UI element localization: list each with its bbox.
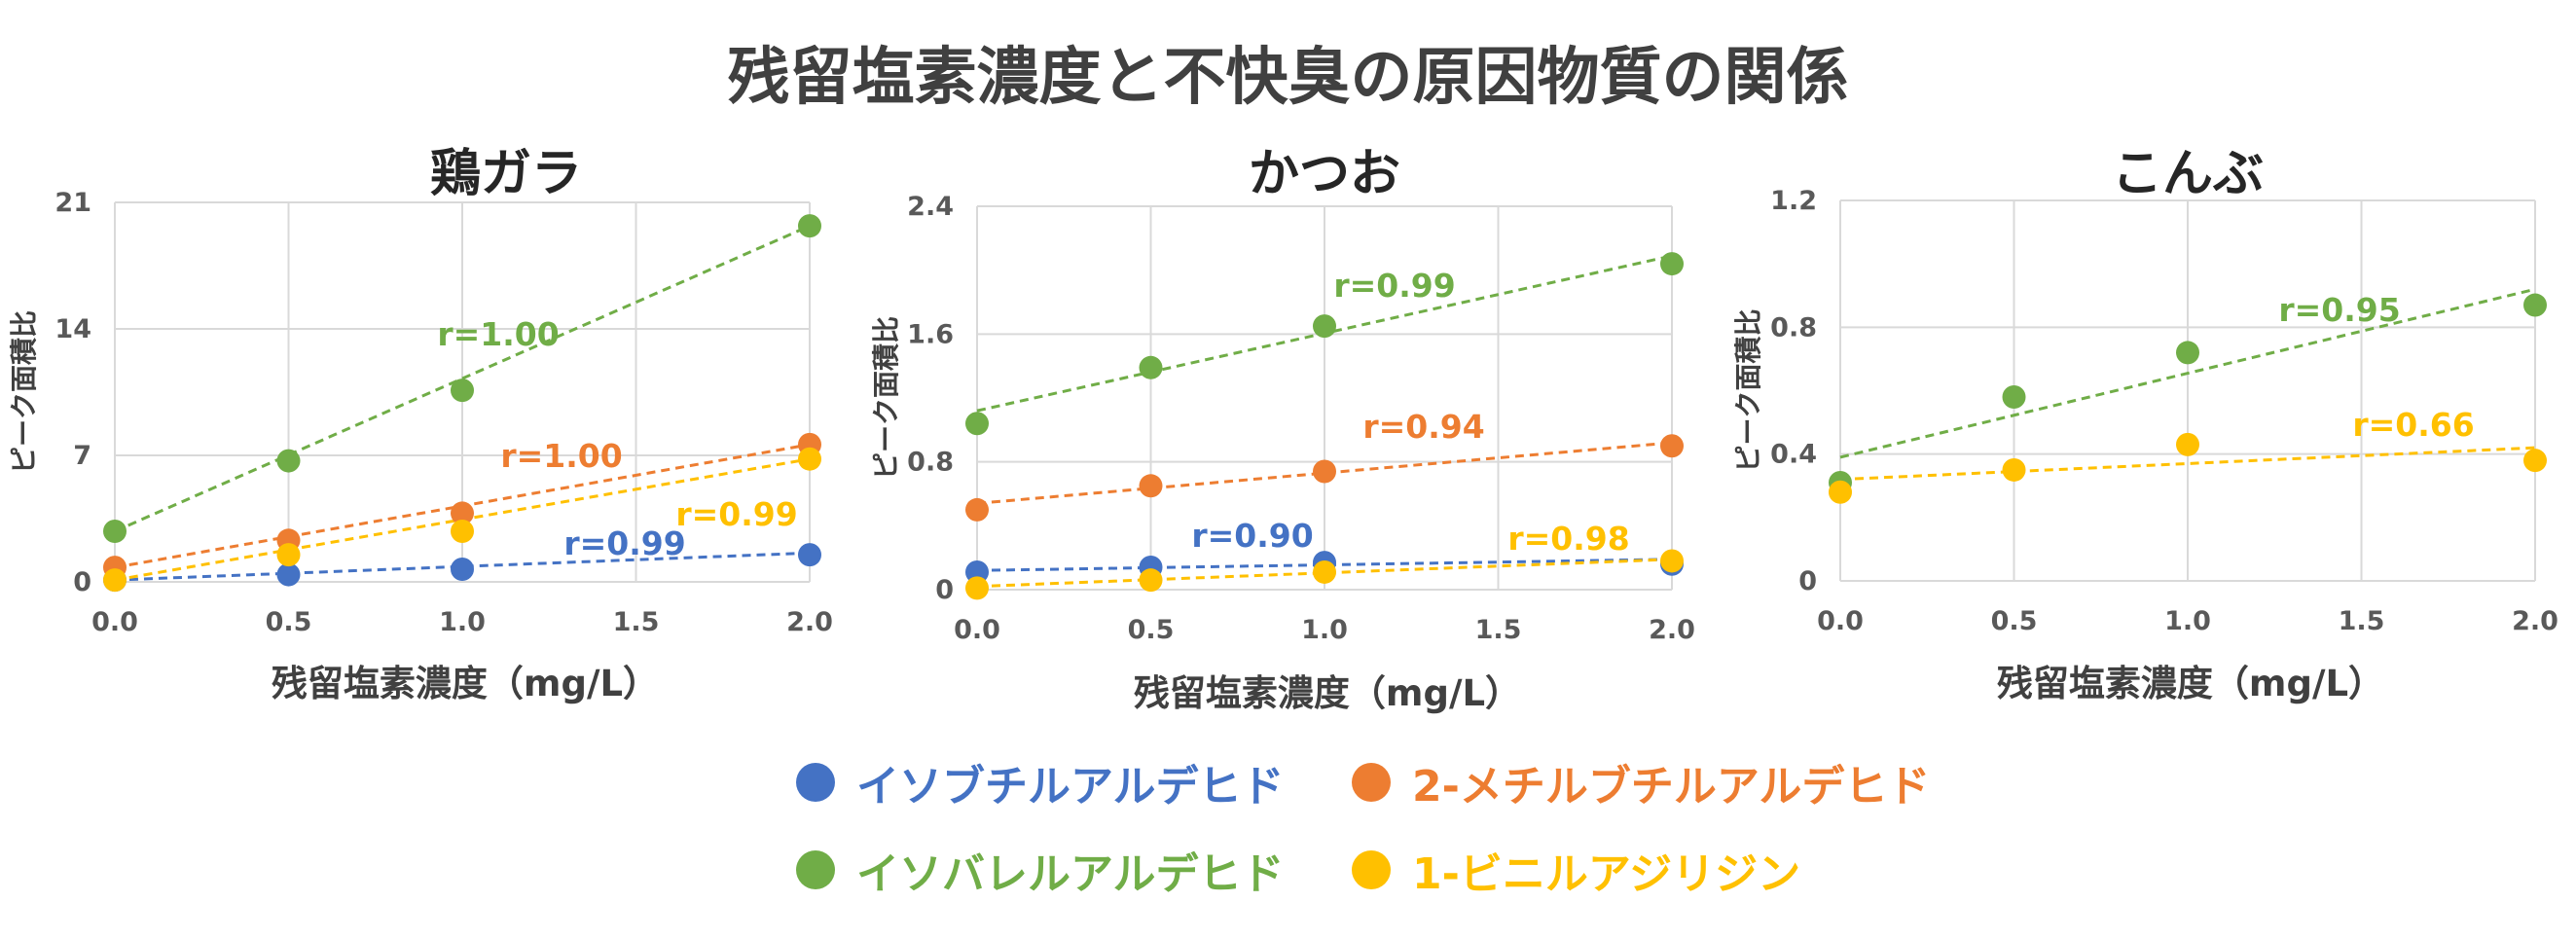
y-tick-label: 0.8: [907, 448, 954, 478]
x-axis-label: 残留塩素濃度（mg/L）: [1997, 663, 2384, 704]
x-tick-label: 0.5: [266, 607, 312, 637]
y-tick-label: 0: [935, 575, 954, 605]
data-point: [798, 214, 821, 238]
correlation-label: r=0.98: [1507, 520, 1629, 558]
trendline: [114, 224, 811, 533]
x-tick-label: 0.0: [954, 615, 1000, 645]
data-point: [1313, 559, 1336, 584]
data-point: [1139, 474, 1163, 498]
y-axis-label: ピーク面積比: [1732, 308, 1764, 472]
data-point: [965, 559, 989, 584]
chart-title: 鶏ガラ: [430, 145, 582, 203]
y-tick-label: 0: [1798, 566, 1817, 596]
data-point: [276, 449, 301, 473]
y-tick-label: 0.4: [1770, 440, 1817, 470]
x-tick-label: 1.0: [1301, 615, 1348, 645]
x-tick-label: 1.5: [613, 607, 660, 637]
chart-title: かつお: [1249, 145, 1400, 203]
data-point: [1139, 355, 1163, 379]
data-point: [103, 568, 127, 593]
y-tick-label: 1.6: [907, 319, 954, 349]
correlation-label: r=1.00: [500, 437, 622, 475]
x-axis-label: 残留塩素濃度（mg/L）: [1134, 672, 1521, 714]
data-point: [2002, 457, 2026, 482]
correlation-label: r=0.90: [1191, 517, 1313, 555]
x-tick-label: 1.0: [439, 607, 486, 637]
data-point: [798, 447, 821, 471]
data-point: [451, 501, 474, 525]
trendline: [1839, 287, 2536, 459]
x-tick-label: 2.0: [786, 607, 833, 637]
data-point: [103, 520, 127, 543]
data-point: [1660, 434, 1684, 458]
x-tick-label: 0.0: [91, 607, 138, 637]
x-tick-label: 2.0: [1649, 615, 1695, 645]
y-axis-label: ピーク面積比: [8, 310, 40, 474]
data-point: [965, 497, 989, 522]
data-point: [965, 576, 989, 600]
data-point: [2523, 293, 2547, 317]
data-point: [2002, 385, 2026, 410]
y-tick-label: 2.4: [907, 192, 954, 222]
data-point: [1829, 480, 1852, 504]
correlation-label: r=1.00: [437, 315, 559, 353]
x-tick-label: 0.5: [1128, 615, 1175, 645]
correlation-label: r=0.99: [675, 495, 797, 533]
x-tick-label: 1.5: [2339, 606, 2385, 636]
data-point: [1660, 252, 1684, 276]
data-point: [2176, 341, 2199, 365]
x-tick-label: 0.0: [1817, 606, 1864, 636]
chart-2: 0 0.8 1.6 2.4 0.0 0.5 1.0 1.5 2.0 かつお残留塩素濃度（mg/L）…: [870, 145, 1695, 714]
correlation-label: r=0.99: [1333, 267, 1455, 305]
chart-3: 0 0.4 0.8 1.2 0.0 0.5 1.0 1.5 2.0 こんぶ残留塩素濃度（mg/L）…: [1732, 145, 2558, 704]
y-tick-label: 21: [54, 188, 91, 218]
data-point: [276, 543, 301, 567]
correlation-label: r=0.95: [2278, 291, 2400, 329]
x-axis-label: 残留塩素濃度（mg/L）: [272, 663, 659, 704]
data-point: [1313, 459, 1336, 484]
chart-title: こんぶ: [2112, 145, 2264, 203]
y-axis-label: ピーク面積比: [870, 316, 902, 480]
correlation-label: r=0.66: [2352, 406, 2474, 444]
data-point: [276, 562, 301, 587]
page-title: 残留塩素濃度と不快臭の原因物質の関係: [727, 42, 1849, 114]
data-point: [1660, 549, 1684, 573]
data-point: [451, 520, 474, 543]
data-point: [1313, 314, 1336, 339]
y-tick-label: 7: [73, 441, 91, 471]
y-tick-label: 0.8: [1770, 312, 1817, 343]
correlation-label: r=0.94: [1362, 408, 1484, 446]
y-tick-label: 0: [73, 567, 91, 597]
x-tick-label: 0.5: [1991, 606, 2038, 636]
data-point: [1139, 568, 1163, 593]
x-tick-label: 2.0: [2512, 606, 2558, 636]
y-tick-label: 1.2: [1770, 186, 1817, 216]
correlation-label: r=0.99: [563, 524, 685, 562]
data-point: [798, 543, 821, 567]
data-point: [2176, 432, 2199, 456]
x-tick-label: 1.5: [1475, 615, 1522, 645]
x-tick-label: 1.0: [2164, 606, 2211, 636]
data-point: [965, 412, 989, 436]
data-point: [2523, 449, 2547, 473]
data-point: [451, 379, 474, 403]
data-point: [451, 558, 474, 581]
y-tick-label: 14: [54, 314, 91, 344]
